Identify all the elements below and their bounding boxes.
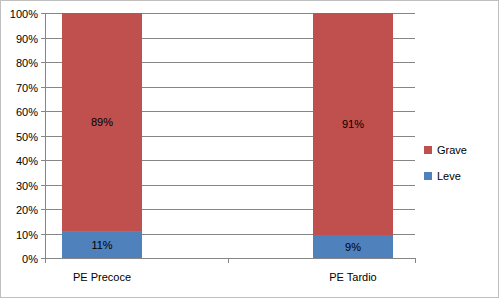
y-tick <box>41 111 45 112</box>
x-tick <box>45 258 46 263</box>
x-tick <box>228 258 229 263</box>
legend: Grave Leve <box>424 144 467 182</box>
bar-segment <box>313 13 393 236</box>
y-tick-label: 10% <box>16 229 38 241</box>
bar-segment <box>62 231 142 258</box>
x-tick <box>415 258 416 263</box>
y-tick-label: 60% <box>16 106 38 118</box>
bars <box>62 13 393 258</box>
y-tick-label: 100% <box>10 8 38 20</box>
bar-segment <box>313 236 393 258</box>
y-tick <box>41 209 45 210</box>
y-tick <box>41 234 45 235</box>
y-tick-label: 50% <box>16 131 38 143</box>
y-tick <box>41 62 45 63</box>
legend-swatch <box>424 172 432 180</box>
data-label: 89% <box>91 116 113 128</box>
x-axis <box>45 258 415 259</box>
data-labels: 11% 89% 9% 91% <box>91 116 364 253</box>
y-tick-label: 70% <box>16 82 38 94</box>
data-label: 9% <box>345 241 361 253</box>
chart-frame <box>1 1 499 298</box>
y-tick <box>41 13 45 14</box>
data-label: 91% <box>342 118 364 130</box>
legend-label: Grave <box>437 144 467 156</box>
y-tick-label: 30% <box>16 180 38 192</box>
y-tick-label: 40% <box>16 155 38 167</box>
y-tick <box>41 258 45 259</box>
x-tick-label: PE Tardio <box>329 271 377 283</box>
legend-swatch <box>424 146 432 154</box>
y-tick <box>41 38 45 39</box>
y-tick-label: 20% <box>16 204 38 216</box>
y-tick <box>41 87 45 88</box>
y-tick-label: 90% <box>16 33 38 45</box>
y-tick <box>41 185 45 186</box>
y-axis <box>45 13 46 258</box>
x-tick-label: PE Precoce <box>73 271 131 283</box>
grid-line <box>45 258 415 259</box>
y-tick-label: 80% <box>16 57 38 69</box>
legend-label: Leve <box>437 170 461 182</box>
y-tick <box>41 160 45 161</box>
y-tick <box>41 136 45 137</box>
bar-segment <box>62 13 142 231</box>
y-tick-label: 0% <box>22 253 38 265</box>
data-label: 11% <box>91 239 112 251</box>
chart: 0% 10% 20% 30% 40% 50% 60% 70% 80% 90% 100% 11% 89% 9… <box>0 0 499 298</box>
